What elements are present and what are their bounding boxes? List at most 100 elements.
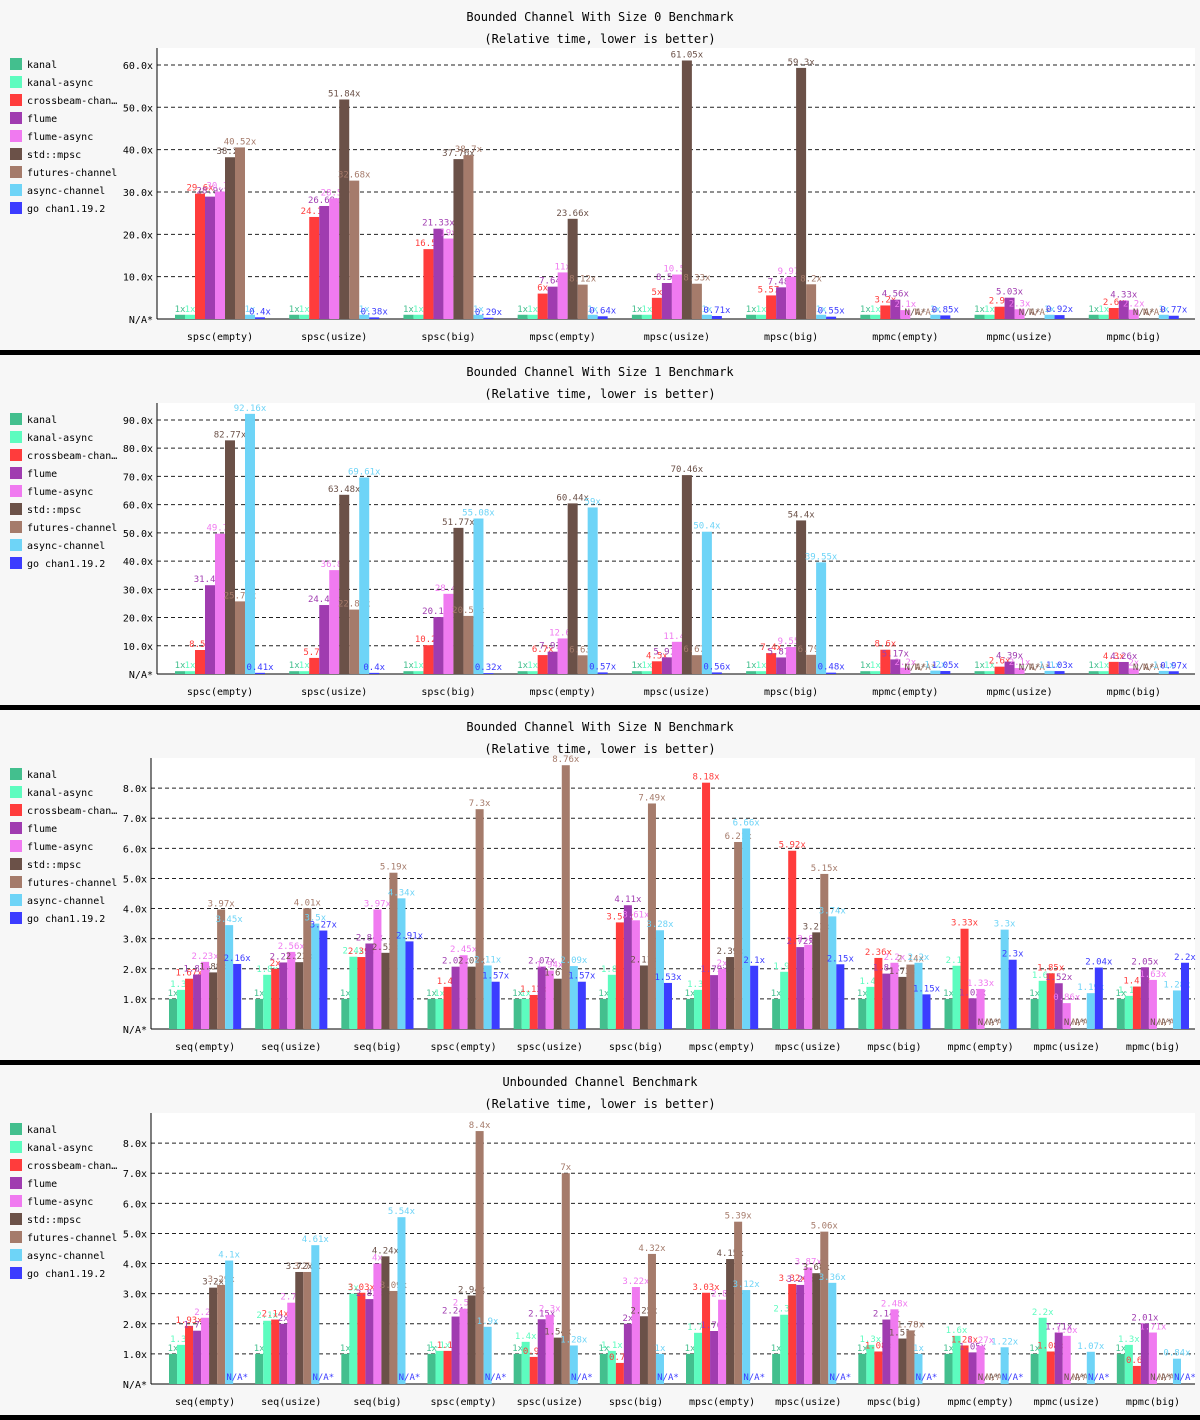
bar [776, 657, 787, 674]
bar-value-label: 6.79x [798, 645, 826, 655]
category-label: mpmc(usize) [986, 332, 1052, 343]
category-label: spsc(big) [609, 1397, 663, 1408]
bar-value-label: 1.6x [1032, 971, 1054, 981]
y-tick-label: N/A* [123, 1025, 147, 1036]
bar-value-label: 1.53x [654, 973, 682, 983]
bar-value-label: 1.6x [1056, 1326, 1078, 1336]
bar-value-label: 1x [289, 305, 300, 315]
bar-value-label: 4.1x [218, 1251, 240, 1261]
na-label: N/A* [1064, 1373, 1086, 1383]
bar [1168, 671, 1179, 674]
bar [1044, 670, 1055, 674]
bar [806, 654, 817, 674]
bar-value-label: 6.21x [725, 832, 753, 842]
legend-swatch [10, 1159, 22, 1171]
bar [866, 1344, 875, 1384]
legend-swatch [10, 1141, 22, 1153]
bar-value-label: 1.15x [913, 984, 941, 994]
y-tick-label: 1.0x [123, 995, 147, 1006]
legend-label: go chan1.19.2 [27, 559, 105, 570]
na-label: N/A* [904, 663, 926, 673]
bar-value-label: 2.3x [1009, 299, 1031, 309]
bar [459, 1308, 468, 1384]
bar [569, 966, 578, 1029]
bar-value-label: 1.52x [1045, 973, 1073, 983]
bar-value-label: 0.7x [609, 1353, 631, 1363]
legend-label: flume-async [27, 842, 93, 853]
bar-value-label: 1x [641, 305, 652, 315]
bar-value-label: 1x [930, 305, 941, 315]
bar-value-label: 1x [473, 305, 484, 315]
bar-value-label: 1x [870, 305, 881, 315]
bar [569, 1345, 578, 1384]
bar [1054, 1332, 1063, 1384]
bar [890, 1309, 899, 1384]
bar [245, 314, 255, 319]
bar [756, 314, 767, 319]
bar [557, 638, 568, 674]
legend-label: kanal-async [27, 433, 93, 444]
bar-value-label: 55.08x [462, 509, 495, 519]
category-label: mpmc(big) [1126, 1042, 1180, 1053]
bar [443, 986, 452, 1029]
bar-value-label: 2.7x [280, 1293, 302, 1303]
bar [1046, 1351, 1055, 1384]
bar-value-label: 2.04x [1085, 958, 1113, 968]
bar [177, 1344, 186, 1384]
bar [235, 147, 245, 319]
bar [694, 989, 703, 1029]
bar [870, 671, 881, 674]
category-label: mpsc(usize) [775, 1397, 841, 1408]
bar [557, 272, 568, 319]
bar-value-label: 1x [974, 661, 985, 671]
na-label: N/A* [743, 1373, 765, 1383]
bar [517, 314, 528, 319]
legend-label: crossbeam-chan… [27, 96, 117, 107]
bar [537, 655, 548, 674]
bar-value-label: 31.45x [194, 575, 227, 585]
bar [263, 1320, 272, 1384]
legend-swatch [10, 1123, 22, 1135]
y-tick-label: 70.0x [123, 472, 153, 483]
bar [750, 965, 759, 1029]
legend-swatch [10, 413, 22, 425]
bar [796, 947, 805, 1029]
bar [702, 1292, 711, 1384]
y-tick-label: 6.0x [123, 844, 147, 855]
bar-value-label: 1x [403, 305, 414, 315]
bar-value-label: 4.39x [996, 652, 1024, 662]
bar [1062, 1003, 1071, 1029]
bar [397, 898, 406, 1029]
bar [255, 317, 265, 319]
bar [746, 314, 757, 319]
category-label: mpsc(big) [764, 687, 818, 698]
bar-value-label: 1x [857, 1344, 868, 1354]
na-label: N/A* [571, 1373, 593, 1383]
bar [369, 672, 380, 674]
bar [836, 964, 845, 1029]
bar-value-label: 3.03x [692, 1283, 720, 1293]
y-tick-label: 90.0x [123, 416, 153, 427]
legend-swatch [10, 1231, 22, 1243]
bar-value-label: 1.67x [175, 969, 203, 979]
bar-value-label: 2x [622, 1314, 633, 1324]
bar-value-label: 1x [359, 305, 370, 315]
bar [225, 440, 235, 674]
bar-value-label: 2.11x [630, 955, 658, 965]
y-tick-label: 60.0x [123, 61, 153, 72]
bar-value-label: 38.2x [216, 147, 244, 157]
bar-value-label: 1.1x [429, 1341, 451, 1351]
category-label: spsc(empty) [430, 1397, 496, 1408]
legend-swatch [10, 804, 22, 816]
bar [796, 67, 807, 319]
bar-value-label: 26.69x [308, 196, 341, 206]
bar-value-label: 2.07x [458, 957, 486, 967]
legend-swatch [10, 539, 22, 551]
chart-title: Unbounded Channel Benchmark [502, 1075, 698, 1089]
bar-value-label: 9.55x [778, 637, 806, 647]
category-label: mpsc(empty) [530, 332, 596, 343]
bar [287, 1302, 296, 1384]
bar-value-label: 1x [1115, 1344, 1126, 1354]
bar-value-label: 51.84x [328, 89, 361, 99]
y-tick-label: 6.0x [123, 1199, 147, 1210]
